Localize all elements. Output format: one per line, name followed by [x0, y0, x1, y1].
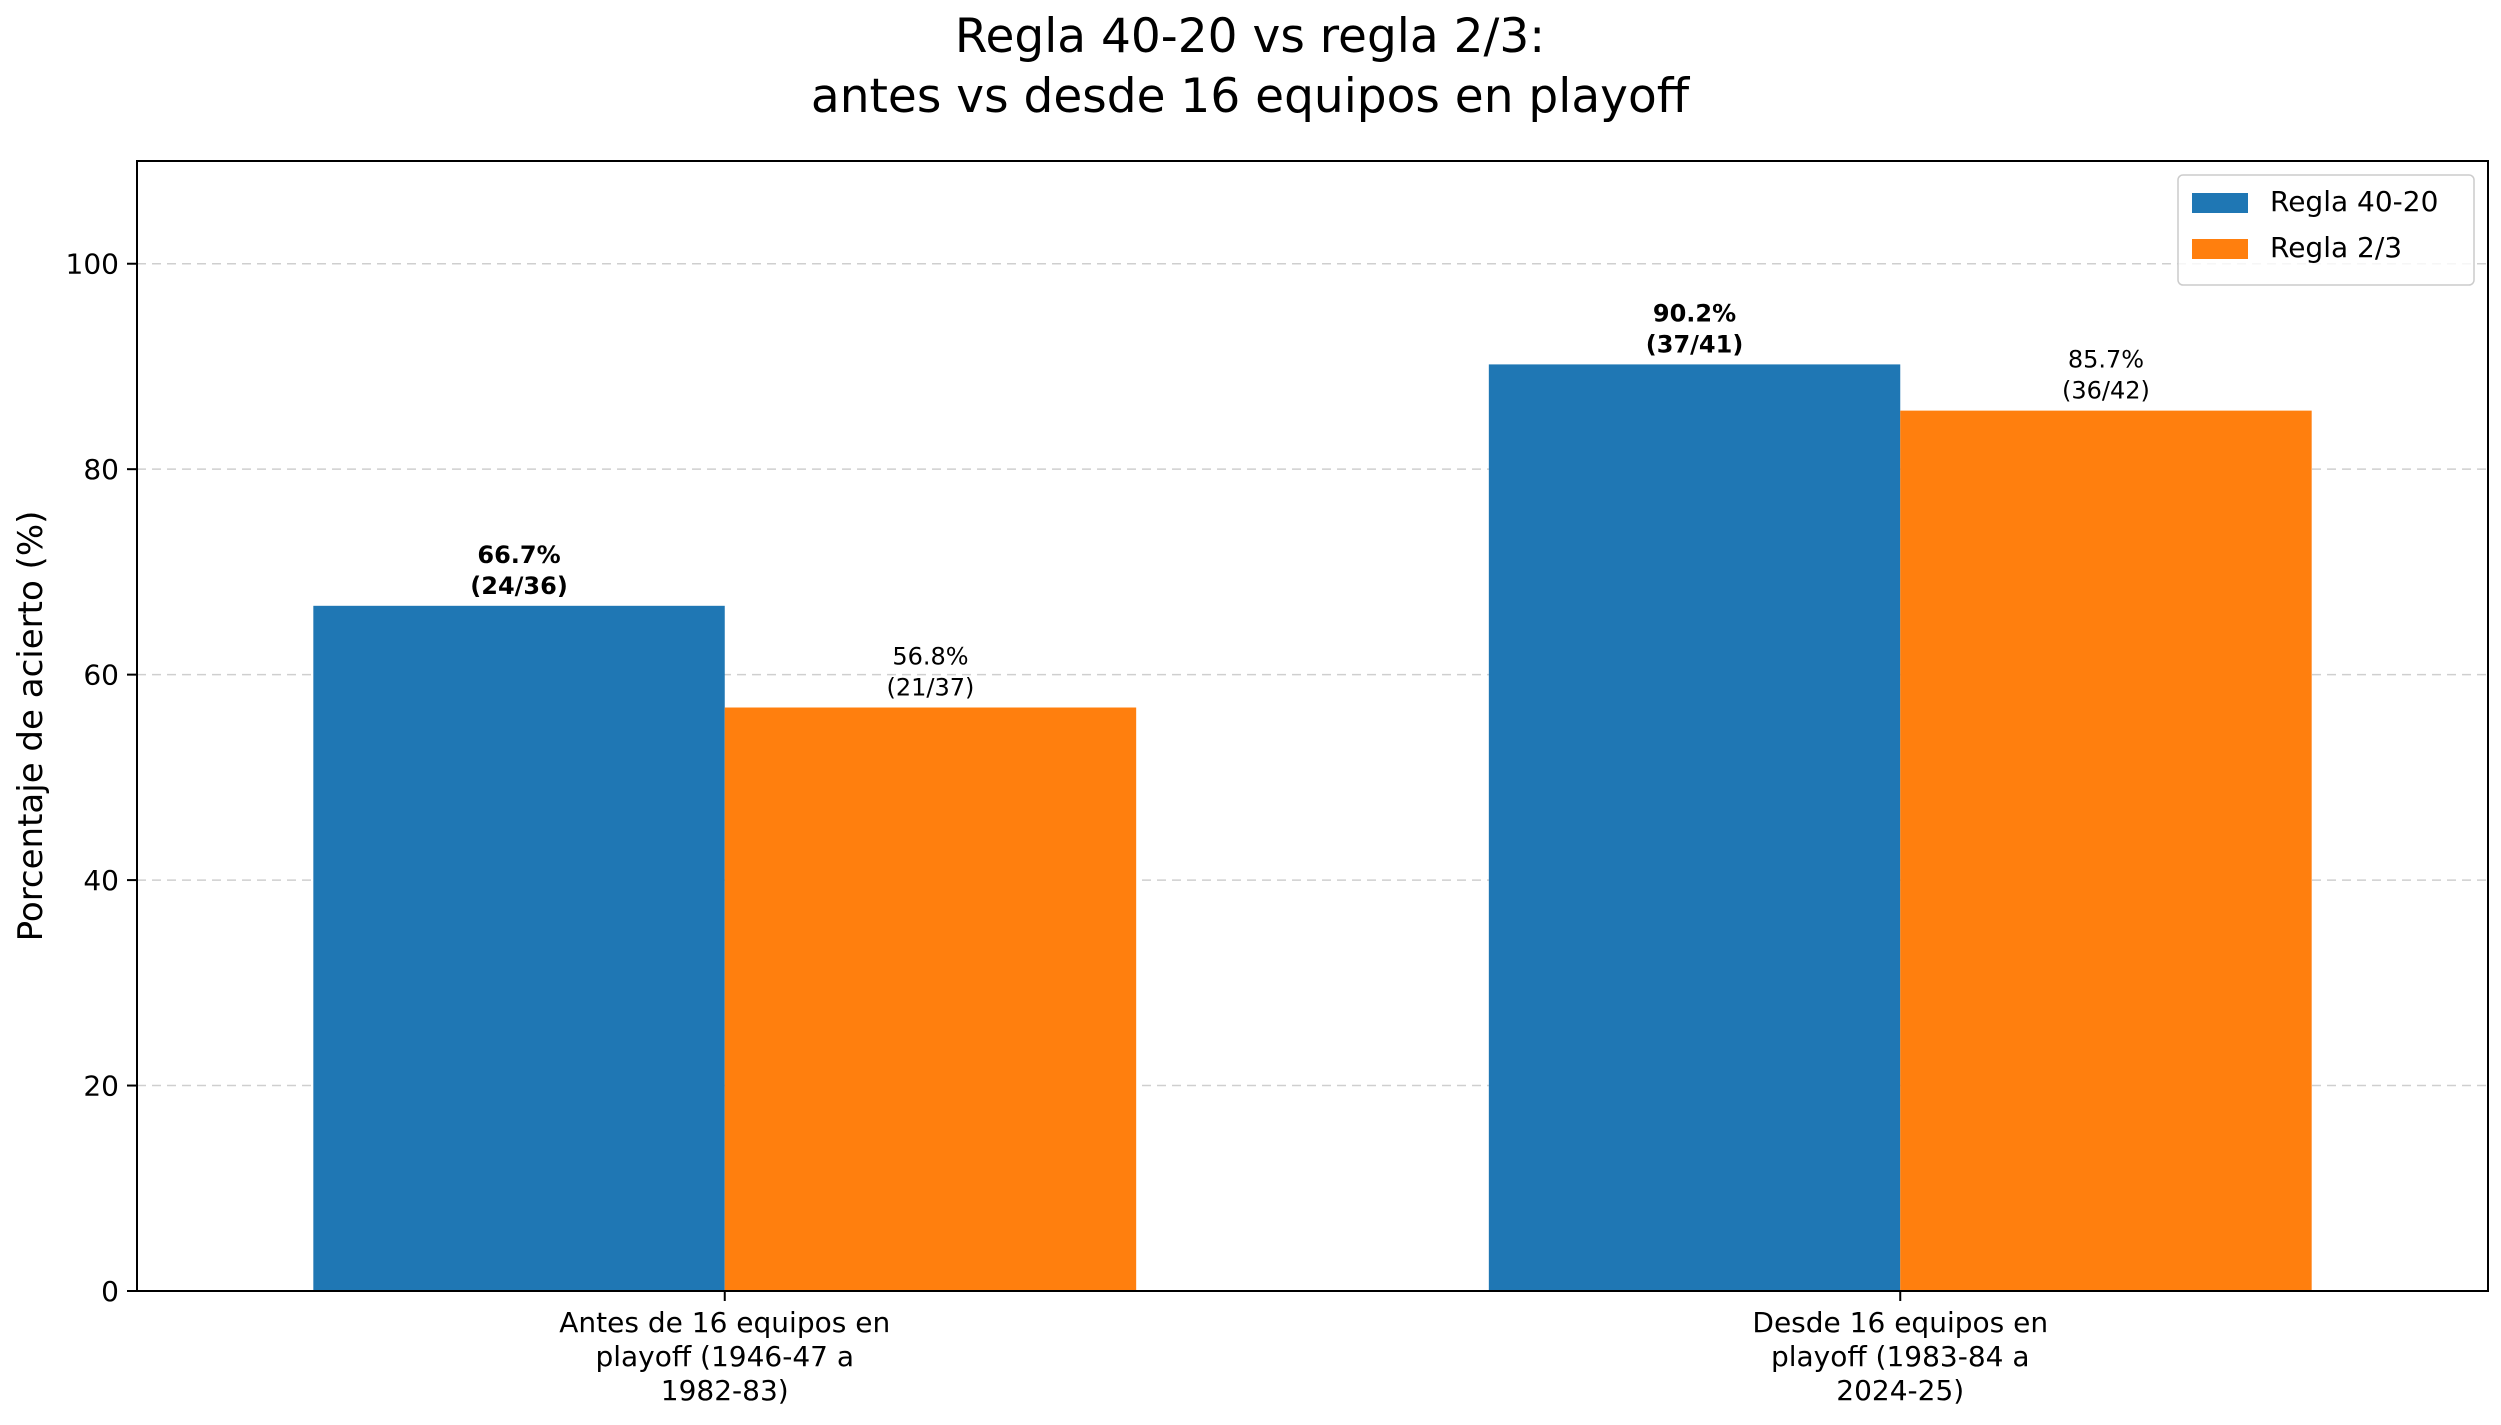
bar-regla-2-3-0 — [724, 707, 1137, 1291]
x-tick-label: Desde 16 equipos en — [1752, 1306, 2048, 1339]
bar-value-label: 85.7% — [2068, 346, 2144, 374]
bar-value-label: 90.2% — [1653, 299, 1736, 327]
bar-value-label: 56.8% — [892, 643, 968, 671]
x-tick-label: 2024-25) — [1836, 1374, 1964, 1407]
legend: Regla 40-20 Regla 2/3 — [2177, 174, 2475, 286]
legend-label: Regla 2/3 — [2270, 231, 2402, 264]
y-tick-label: 60 — [83, 659, 119, 692]
bar-value-label: (37/41) — [1646, 330, 1744, 358]
legend-box — [2177, 174, 2475, 286]
y-tick-label: 20 — [83, 1070, 119, 1103]
bar-value-label: 66.7% — [477, 541, 560, 569]
y-axis: 0 20 40 60 80 100 — [66, 248, 137, 1308]
y-axis-label: Porcentaje de acierto (%) — [11, 511, 51, 942]
x-tick-label: 1982-83) — [661, 1374, 789, 1407]
legend-label: Regla 40-20 — [2270, 185, 2438, 218]
bar-value-labels: 66.7% (24/36) 90.2% (37/41) 56.8% (21/37) 85.7… — [470, 299, 2150, 701]
y-tick-label: 0 — [101, 1275, 119, 1308]
x-tick-label: playoff (1946-47 a — [595, 1340, 854, 1373]
bars — [313, 364, 2312, 1291]
y-tick-label: 80 — [83, 453, 119, 486]
x-tick-label: playoff (1983-84 a — [1771, 1340, 2030, 1373]
bar-value-label: (21/37) — [887, 674, 975, 702]
bar-value-label: (36/42) — [2062, 377, 2150, 405]
bar-regla-40-20-0 — [313, 605, 725, 1291]
bar-regla-2-3-1 — [1900, 410, 2312, 1291]
bar-regla-40-20-1 — [1488, 364, 1901, 1291]
y-tick-label: 100 — [66, 248, 119, 281]
legend-swatch — [2192, 193, 2248, 213]
plot-frame — [136, 160, 2489, 1292]
chart-subtitle: antes vs desde 16 equipos en playoff — [811, 69, 1691, 124]
legend-swatch — [2192, 239, 2248, 259]
chart-title: Regla 40-20 vs regla 2/3: — [955, 9, 1545, 64]
x-tick-label: Antes de 16 equipos en — [559, 1306, 890, 1339]
bar-value-label: (24/36) — [470, 572, 568, 600]
y-tick-label: 40 — [83, 864, 119, 897]
